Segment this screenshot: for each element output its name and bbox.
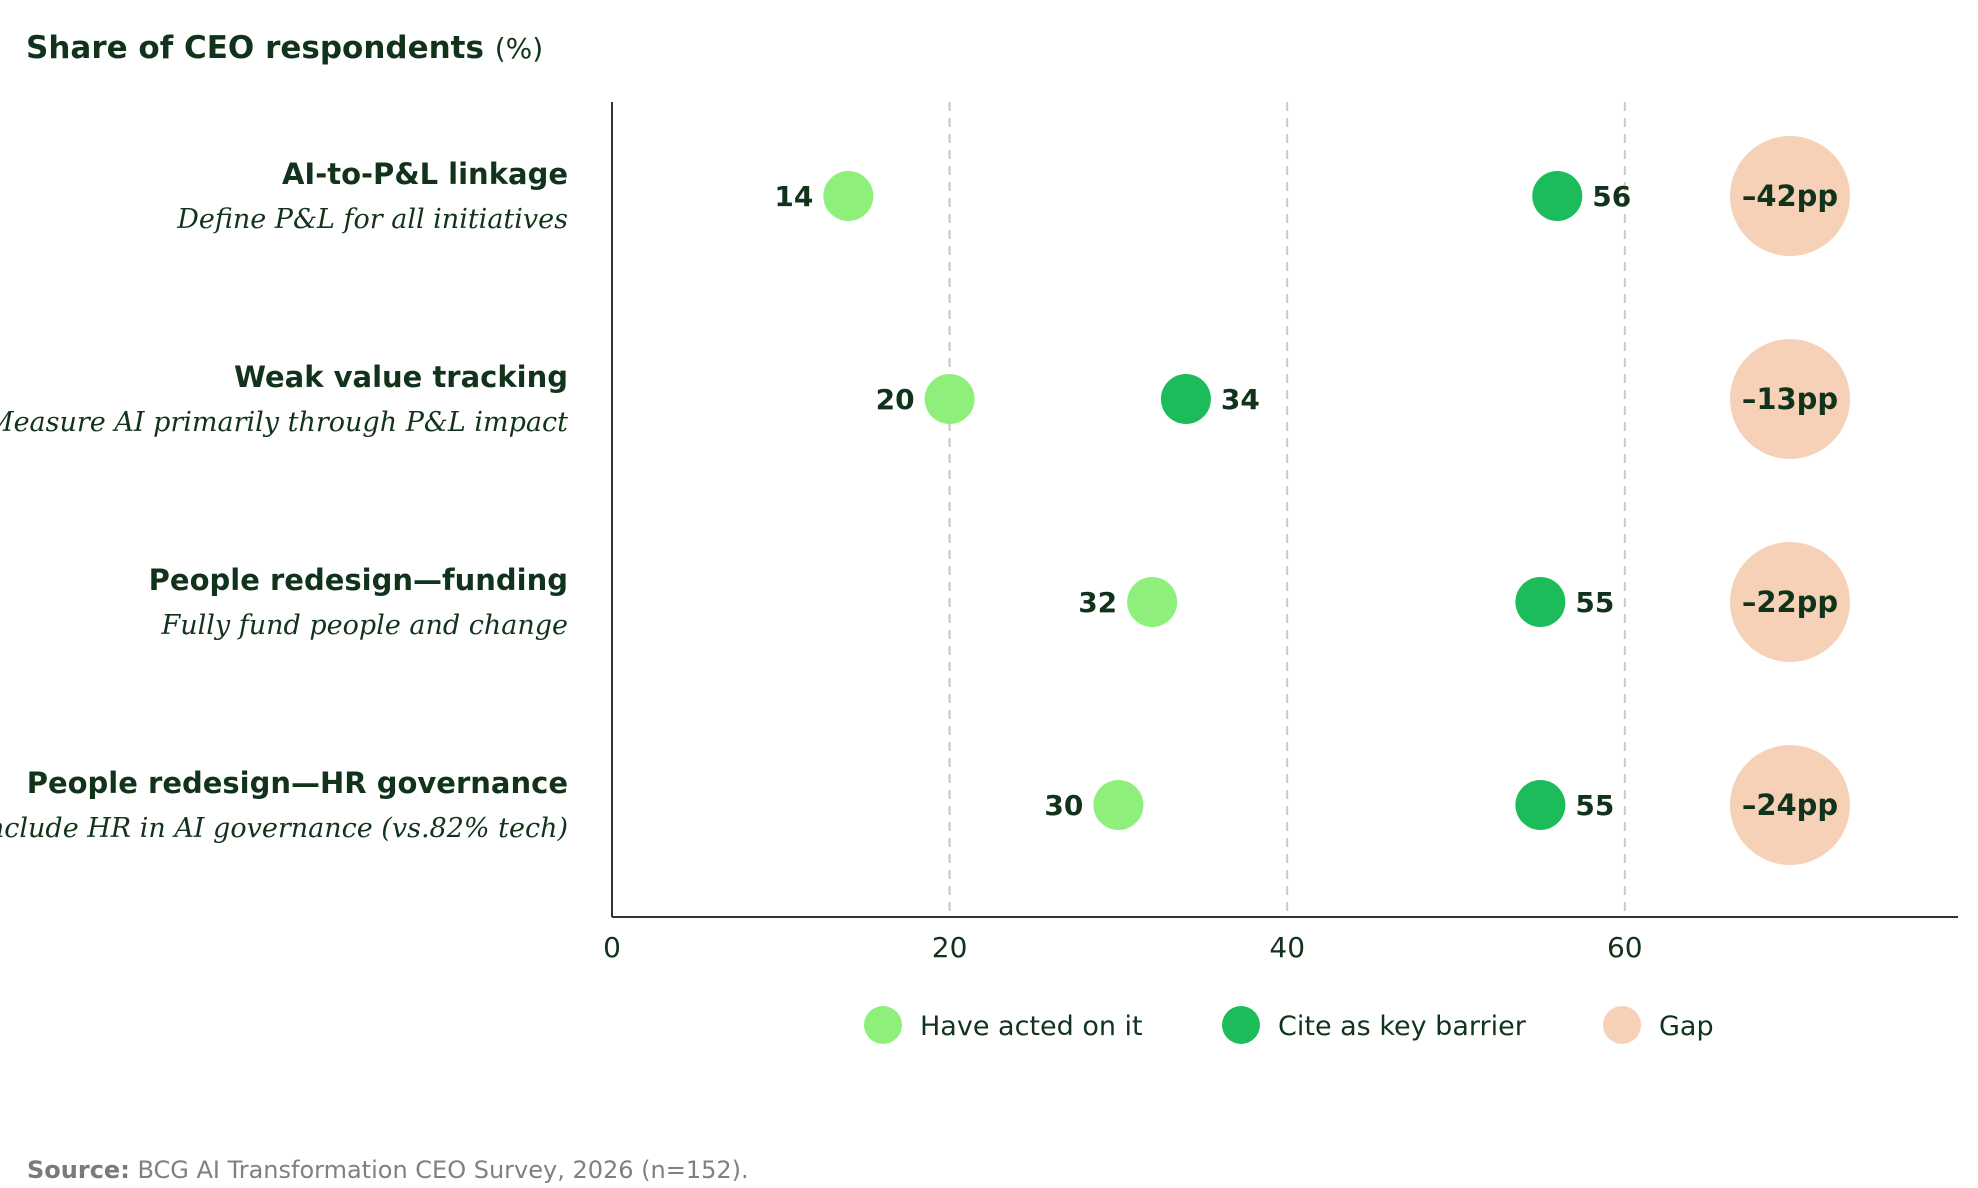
source-text: BCG AI Transformation CEO Survey, 2026 (…: [137, 1156, 749, 1184]
title-text: Share of CEO respondents: [26, 30, 484, 66]
legend-item-barrier: Cite as key barrier: [1222, 1006, 1527, 1044]
row-subtitle: Include HR in AI governance (vs.82% tech…: [0, 813, 568, 844]
gap-bubble: [1730, 542, 1850, 662]
legend-label: Have acted on it: [920, 1011, 1143, 1042]
row-2: Weak value tracking Measure AI primarily …: [0, 339, 1850, 459]
acted-value-label: 30: [1044, 789, 1083, 822]
barrier-value-label: 56: [1592, 180, 1631, 213]
barrier-value-label: 55: [1575, 586, 1614, 619]
acted-value-label: 32: [1078, 586, 1117, 619]
row-subtitle: Measure AI primarily through P&L impact: [0, 407, 568, 438]
acted-dot: [924, 374, 975, 424]
gap-bubble: [1730, 745, 1850, 865]
barrier-value-label: 55: [1575, 789, 1614, 822]
acted-value-label: 20: [876, 383, 915, 416]
x-tick-label-60: 60: [1607, 931, 1643, 964]
row-subtitle: Fully fund people and change: [161, 610, 568, 641]
row-title: Weak value tracking: [234, 360, 568, 394]
legend-swatch: [1222, 1006, 1260, 1044]
gap-bubble: [1730, 339, 1850, 459]
chart-title: Share of CEO respondents (%): [26, 30, 543, 66]
axes: 0 20 40 60: [603, 102, 1958, 964]
acted-value-label: 14: [774, 180, 813, 213]
row-3: People redesign—funding Fully fund people…: [149, 542, 1850, 662]
legend-label: Gap: [1659, 1011, 1714, 1042]
x-tick-label-20: 20: [932, 931, 968, 964]
legend-swatch: [1603, 1006, 1641, 1044]
rows: AI-to-P&L linkage Define P&L for all init…: [0, 136, 1850, 865]
x-tick-label-0: 0: [603, 931, 621, 964]
row-4: People redesign—HR governance Include HR …: [0, 745, 1850, 865]
legend: Have acted on it Cite as key barrier Gap: [864, 1006, 1714, 1044]
grid-lines: [948, 102, 1626, 917]
source-note: Source: BCG AI Transformation CEO Survey…: [27, 1156, 749, 1184]
row-title: People redesign—HR governance: [27, 766, 568, 800]
x-tick-label-40: 40: [1269, 931, 1305, 964]
legend-label: Cite as key barrier: [1278, 1011, 1527, 1042]
barrier-value-label: 34: [1221, 383, 1260, 416]
row-title: People redesign—funding: [149, 563, 568, 597]
title-unit: (%): [494, 32, 544, 65]
acted-dot: [1093, 780, 1144, 830]
barrier-dot: [1515, 577, 1566, 627]
row-1: AI-to-P&L linkage Define P&L for all init…: [176, 136, 1850, 256]
row-title: AI-to-P&L linkage: [282, 157, 568, 191]
gap-label: –22pp: [1742, 585, 1838, 619]
gap-label: –24pp: [1742, 788, 1838, 822]
row-subtitle: Define P&L for all initiatives: [176, 204, 568, 235]
source-label: Source:: [27, 1156, 130, 1184]
gap-label: –13pp: [1742, 382, 1838, 416]
acted-dot: [1127, 577, 1178, 627]
gap-label: –42pp: [1742, 179, 1838, 213]
legend-swatch: [864, 1006, 902, 1044]
barrier-dot: [1532, 171, 1583, 221]
acted-dot: [823, 171, 874, 221]
gap-bubble: [1730, 136, 1850, 256]
legend-item-gap: Gap: [1603, 1006, 1714, 1044]
legend-item-acted: Have acted on it: [864, 1006, 1143, 1044]
barrier-dot: [1160, 374, 1211, 424]
barrier-dot: [1515, 780, 1566, 830]
